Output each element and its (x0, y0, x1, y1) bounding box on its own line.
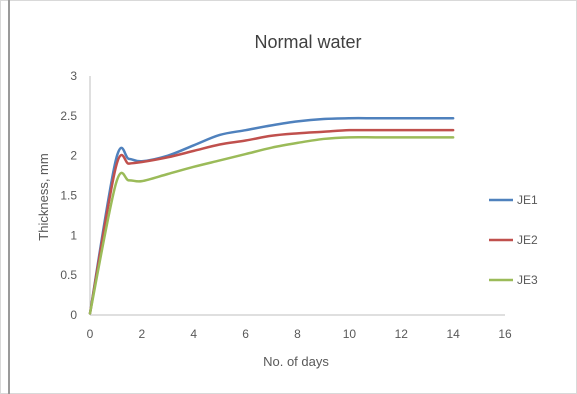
series-line-je1 (88, 116, 455, 315)
axes: 0 0.5 1 1.5 2 2.5 3 0 2 4 6 8 10 12 14 16 (60, 69, 512, 341)
legend-label-je3: JE3 (517, 273, 538, 287)
y-tick-label: 1 (70, 228, 77, 242)
x-tick-label: 2 (139, 327, 146, 341)
x-tick-label: 12 (395, 327, 409, 341)
legend-label-je1: JE1 (517, 193, 538, 207)
y-tick-label: 2 (70, 149, 77, 163)
series-lines (88, 116, 455, 315)
y-tick-label: 0.5 (60, 268, 77, 282)
x-tick-label: 14 (446, 327, 460, 341)
y-tick-label: 1.5 (60, 189, 77, 203)
y-tick-label: 3 (70, 69, 77, 83)
series-line-je3 (88, 135, 455, 315)
x-tick-label: 4 (190, 327, 197, 341)
legend: JE1 JE2 JE3 (489, 193, 538, 287)
x-tick-label: 0 (87, 327, 94, 341)
legend-label-je2: JE2 (517, 233, 538, 247)
y-tick-label: 0 (70, 308, 77, 322)
x-tick-label: 10 (343, 327, 357, 341)
x-tick-label: 6 (242, 327, 249, 341)
chart-title: Normal water (254, 32, 361, 52)
x-tick-label: 16 (498, 327, 512, 341)
y-axis-title: Thickness, mm (36, 153, 51, 240)
x-axis-title: No. of days (263, 354, 329, 369)
x-tick-label: 8 (294, 327, 301, 341)
y-tick-label: 2.5 (60, 109, 77, 123)
left-edge-bar (8, 0, 10, 394)
series-line-je2 (88, 128, 455, 315)
